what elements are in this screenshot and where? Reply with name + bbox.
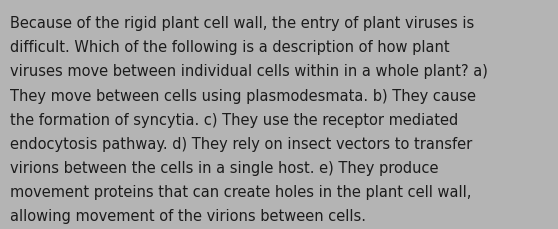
Text: viruses move between individual cells within in a whole plant? a): viruses move between individual cells wi… xyxy=(10,64,488,79)
Text: difficult. Which of the following is a description of how plant: difficult. Which of the following is a d… xyxy=(10,40,450,55)
Text: endocytosis pathway. d) They rely on insect vectors to transfer: endocytosis pathway. d) They rely on ins… xyxy=(10,136,472,151)
Text: the formation of syncytia. c) They use the receptor mediated: the formation of syncytia. c) They use t… xyxy=(10,112,458,127)
Text: Because of the rigid plant cell wall, the entry of plant viruses is: Because of the rigid plant cell wall, th… xyxy=(10,16,474,31)
Text: movement proteins that can create holes in the plant cell wall,: movement proteins that can create holes … xyxy=(10,184,472,199)
Text: virions between the cells in a single host. e) They produce: virions between the cells in a single ho… xyxy=(10,160,439,175)
Text: allowing movement of the virions between cells.: allowing movement of the virions between… xyxy=(10,208,366,223)
Text: They move between cells using plasmodesmata. b) They cause: They move between cells using plasmodesm… xyxy=(10,88,476,103)
